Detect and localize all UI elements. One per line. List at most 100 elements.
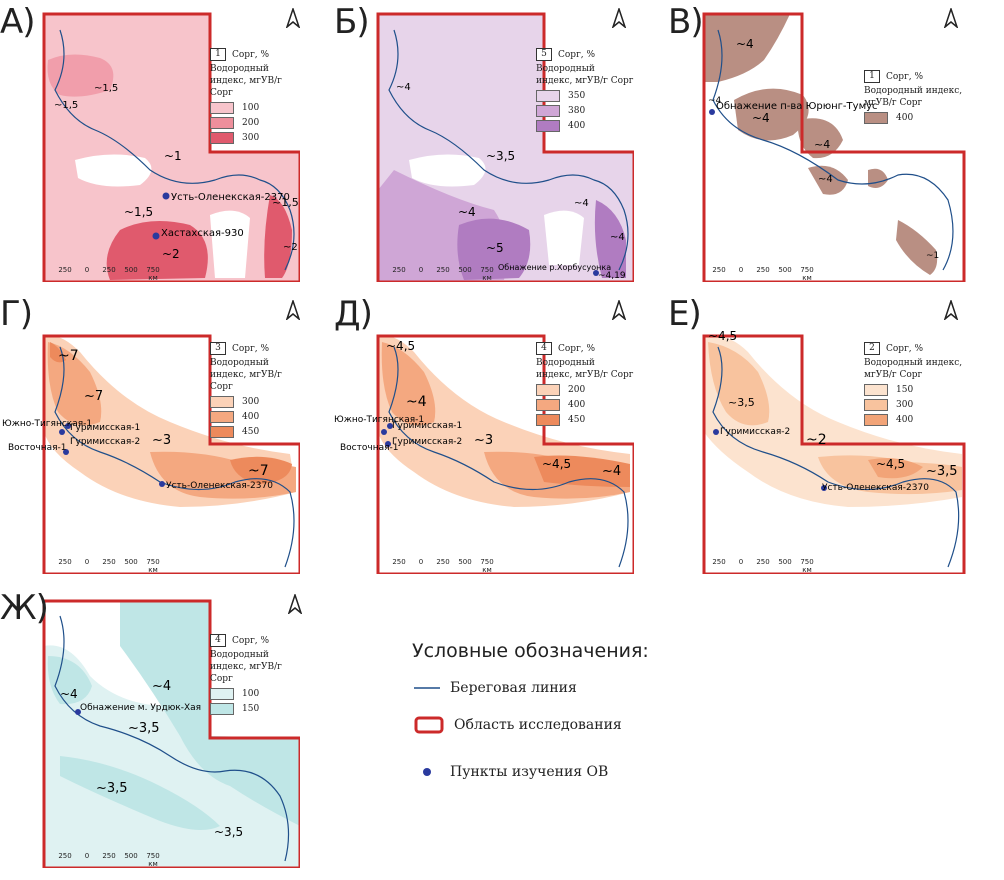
map-label: ~4 bbox=[396, 82, 411, 93]
map-label: ~1,5 bbox=[272, 196, 299, 209]
map-panel-zh: ~4 ~4 ~3,5 ~3,5 ~3,5 Обнажение м. Урдюк-… bbox=[0, 586, 302, 868]
scale-tick: 750 км bbox=[146, 558, 160, 574]
scale-tick: 0 bbox=[418, 266, 424, 274]
legend-value: 100 bbox=[242, 103, 260, 113]
legend-value: 200 bbox=[242, 118, 260, 128]
map-label: ~4 bbox=[458, 205, 476, 219]
legend-swatch bbox=[210, 132, 234, 144]
north-arrow-icon bbox=[944, 300, 958, 320]
legend-value: 380 bbox=[568, 106, 586, 116]
scale-tick: 750 км bbox=[480, 266, 494, 282]
scale-tick: 750 км bbox=[800, 558, 814, 574]
legend-row-study-area: Область исследования bbox=[414, 716, 622, 734]
legend-box: 1 Сорг, % Водородный индекс, мгУВ/г Сорг … bbox=[210, 48, 300, 144]
corg-value: 1 bbox=[864, 70, 880, 83]
scale-tick: 500 bbox=[124, 266, 138, 274]
study-point bbox=[65, 423, 71, 429]
panel-label: Б) bbox=[334, 2, 370, 42]
map-label: ~1,5 bbox=[54, 100, 78, 111]
legend-value: 200 bbox=[568, 385, 586, 395]
hi-label: Водородный индекс, мгУВ/г Сорг bbox=[210, 64, 282, 98]
corg-label: Сорг, % bbox=[232, 343, 270, 354]
legend-value: 100 bbox=[242, 689, 260, 699]
map-canvas: ~4 ~3,5 ~4 ~5 ~4 ~4 ~4,19 Обнажение р.Хо… bbox=[376, 12, 634, 282]
map-label: ~4 bbox=[708, 96, 722, 106]
map-panel-a: ~1,5 ~1,5 ~1 ~1,5 ~1,5 ~2 ~2 Усть-Оленек… bbox=[0, 0, 300, 282]
legend-box: 1 Сорг, % Водородный индекс, мгУВ/г Сорг … bbox=[864, 70, 968, 124]
scale-tick: 250 bbox=[436, 558, 450, 566]
map-panel-g: ~7 ~7 ~3 ~7 Южно-Тигянская-1 Гуримисская… bbox=[0, 292, 300, 574]
corg-value: 2 bbox=[864, 342, 880, 355]
point-label: Восточная-1 bbox=[340, 443, 398, 453]
panel-label: А) bbox=[0, 2, 36, 42]
point-label: Усть-Оленекская-2370 bbox=[171, 192, 290, 203]
scale-tick: 250 bbox=[436, 266, 450, 274]
legend-swatch bbox=[210, 426, 234, 438]
scale-bar: 250 0 250 500 750 км bbox=[388, 558, 498, 574]
scale-tick: 250 bbox=[58, 558, 72, 566]
north-arrow-icon bbox=[288, 594, 302, 614]
legend-swatch bbox=[864, 384, 888, 396]
map-panel-v: ~4 ~4 ~4 ~4 ~4 ~1 Обнажение п-ва Юрюнг-Т… bbox=[668, 0, 968, 282]
point-icon bbox=[423, 768, 431, 776]
legend-swatch bbox=[536, 90, 560, 102]
north-arrow-icon bbox=[286, 300, 300, 320]
corg-value: 5 bbox=[536, 48, 552, 61]
map-label: ~4,19 bbox=[598, 271, 626, 281]
scale-tick: 250 bbox=[712, 558, 726, 566]
legend-value: 400 bbox=[896, 415, 914, 425]
legend-title: Условные обозначения: bbox=[412, 640, 649, 662]
scale-tick: 250 bbox=[756, 266, 770, 274]
scale-tick: 250 bbox=[392, 266, 406, 274]
study-point bbox=[713, 429, 719, 435]
scale-tick: 750 км bbox=[146, 852, 160, 868]
map-label: ~7 bbox=[248, 463, 269, 479]
legend-swatch bbox=[210, 396, 234, 408]
map-label: ~2 bbox=[283, 242, 298, 253]
scale-tick: 250 bbox=[58, 266, 72, 274]
map-canvas: ~4,5 ~3,5 ~2 ~4,5 ~3,5 Гуримисская-2 Уст… bbox=[702, 329, 966, 574]
scale-tick: 250 bbox=[712, 266, 726, 274]
scale-tick: 0 bbox=[418, 558, 424, 566]
legend-value: 300 bbox=[242, 397, 260, 407]
legend-study-area-label: Область исследования bbox=[454, 717, 622, 733]
hi-label: Водородный индекс, мгУВ/г Сорг bbox=[864, 358, 963, 380]
legend-swatch bbox=[864, 414, 888, 426]
point-label: Обнажение п-ва Юрюнг-Тумус bbox=[716, 101, 878, 112]
legend-box: 5 Сорг, % Водородный индекс, мгУВ/г Сорг … bbox=[536, 48, 634, 132]
map-canvas: ~7 ~7 ~3 ~7 Южно-Тигянская-1 Гуримисская… bbox=[2, 334, 300, 574]
map-canvas: ~4 ~4 ~3,5 ~3,5 ~3,5 Обнажение м. Урдюк-… bbox=[42, 599, 300, 868]
coastline-icon bbox=[414, 687, 440, 689]
scale-tick: 750 км bbox=[480, 558, 494, 574]
legend-row-coastline: Береговая линия bbox=[414, 680, 577, 696]
panel-label: Г) bbox=[0, 294, 33, 334]
legend-swatch bbox=[864, 112, 888, 124]
study-point bbox=[63, 449, 69, 455]
map-label: ~3,5 bbox=[96, 781, 128, 796]
north-arrow-icon bbox=[612, 8, 626, 28]
legend-swatch bbox=[864, 399, 888, 411]
hi-label: Водородный индекс, мгУВ/г Сорг bbox=[536, 358, 634, 380]
map-label: ~7 bbox=[58, 348, 79, 364]
point-label: Усть-Оленекская-2370 bbox=[166, 481, 273, 491]
map-canvas: ~4 ~4 ~4 ~4 ~4 ~1 Обнажение п-ва Юрюнг-Т… bbox=[702, 12, 966, 282]
legend-value: 300 bbox=[242, 133, 260, 143]
legend-swatch bbox=[210, 102, 234, 114]
legend-swatch bbox=[536, 120, 560, 132]
legend-value: 400 bbox=[568, 400, 586, 410]
legend-value: 450 bbox=[242, 427, 260, 437]
scale-tick: 750 км bbox=[800, 266, 814, 282]
map-label: ~4 bbox=[406, 394, 427, 410]
legend-swatch bbox=[210, 703, 234, 715]
study-point bbox=[152, 232, 160, 240]
scale-tick: 500 bbox=[778, 558, 792, 566]
north-arrow-icon bbox=[286, 8, 300, 28]
legend-box: 2 Сорг, % Водородный индекс, мгУВ/г Сорг … bbox=[864, 342, 968, 426]
map-label: ~4 bbox=[818, 174, 833, 185]
map-panel-b: ~4 ~3,5 ~4 ~5 ~4 ~4 ~4,19 Обнажение р.Хо… bbox=[334, 0, 634, 282]
legend-swatch bbox=[210, 688, 234, 700]
map-label: ~4 bbox=[602, 464, 621, 479]
north-arrow-icon bbox=[944, 8, 958, 28]
map-label: ~3 bbox=[152, 433, 171, 448]
scale-tick: 500 bbox=[124, 558, 138, 566]
